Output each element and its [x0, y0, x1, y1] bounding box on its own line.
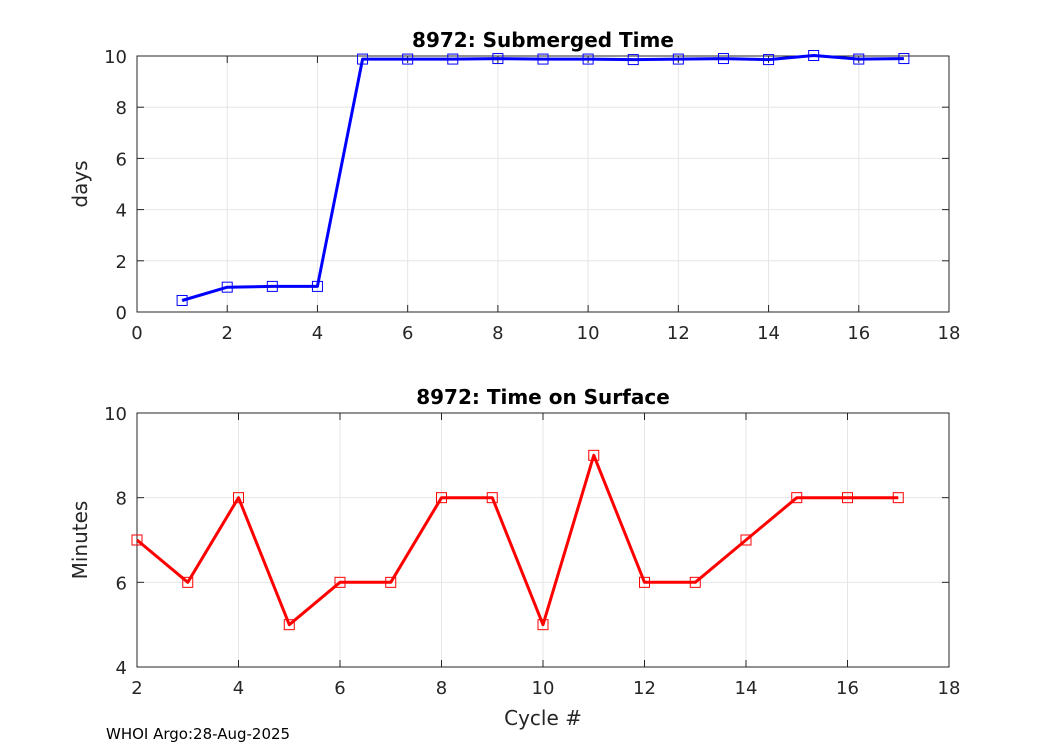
chart-title: 8972: Submerged Time: [412, 28, 674, 52]
chart-1: 0 2 4 6 8 10 12 14 16 18 0 2 4 6 8 10 8972: Submerged Ti…: [68, 28, 960, 344]
chart-title: 8972: Time on Surface: [416, 385, 670, 409]
y-tick-label: 6: [116, 149, 127, 170]
y-axis-label: days: [68, 160, 92, 207]
data-point-marker: [182, 576, 194, 588]
x-tick-label: 18: [938, 323, 961, 344]
y-tick-label: 0: [116, 303, 127, 324]
data-point-marker: [385, 576, 397, 588]
data-point-marker: [537, 619, 549, 631]
x-tick-label: 10: [577, 323, 600, 344]
x-tick-label: 12: [633, 678, 656, 699]
data-point-marker: [627, 54, 639, 66]
x-tick-label: 8: [436, 678, 447, 699]
data-point-marker: [492, 53, 504, 65]
data-point-marker: [311, 280, 323, 292]
x-tick-label: 16: [836, 678, 859, 699]
data-point-marker: [639, 576, 650, 588]
series-line: [181, 54, 904, 302]
data-point-marker: [537, 53, 549, 65]
y-tick-label: 4: [116, 201, 127, 222]
data-point-marker: [233, 492, 244, 504]
y-tick-label: 6: [116, 573, 127, 594]
x-tick-label: 2: [131, 678, 142, 699]
y-tick-label: 10: [104, 47, 127, 68]
x-tick-label: 12: [667, 323, 690, 344]
data-point-marker: [672, 53, 684, 65]
data-point-marker: [486, 492, 498, 504]
data-point-marker: [447, 53, 459, 65]
x-tick-label: 14: [757, 323, 780, 344]
data-point-marker: [717, 53, 729, 65]
data-point-marker: [689, 576, 701, 588]
x-tick-label: 4: [312, 323, 323, 344]
x-tick-label: 4: [233, 678, 244, 699]
plot-area: [137, 56, 949, 312]
y-tick-label: 4: [116, 658, 127, 679]
x-tick-label: 2: [221, 323, 232, 344]
x-tick-label: 8: [492, 323, 503, 344]
data-point-marker: [582, 53, 594, 65]
data-point-marker: [402, 53, 414, 65]
data-point-marker: [436, 492, 447, 504]
data-point-marker: [357, 53, 369, 65]
y-tick-label: 10: [104, 404, 127, 425]
footer-credit: WHOI Argo:28-Aug-2025: [106, 725, 291, 743]
data-point-marker: [588, 449, 600, 461]
data-point-marker: [853, 53, 865, 65]
axes-frame: [136, 55, 950, 313]
data-point-marker: [740, 534, 752, 546]
data-point-marker: [808, 49, 820, 61]
x-tick-label: 14: [735, 678, 758, 699]
data-point-marker: [283, 619, 295, 631]
data-point-marker: [221, 281, 233, 293]
x-tick-label: 6: [402, 323, 413, 344]
data-point-marker: [176, 294, 188, 306]
y-tick-label: 8: [116, 489, 127, 510]
series-line: [136, 453, 899, 627]
y-axis-label: Minutes: [68, 501, 92, 580]
data-point-marker: [266, 280, 278, 292]
x-axis-label: Cycle #: [504, 706, 582, 730]
data-point-marker: [763, 54, 775, 66]
x-tick-label: 6: [334, 678, 345, 699]
data-point-marker: [842, 492, 853, 504]
data-point-marker: [892, 492, 904, 504]
x-tick-label: 18: [938, 678, 961, 699]
data-point-marker: [131, 534, 143, 546]
y-tick-label: 2: [116, 252, 127, 273]
x-tick-label: 16: [847, 323, 870, 344]
data-point-marker: [334, 576, 346, 588]
data-point-marker: [791, 492, 803, 504]
y-tick-label: 8: [116, 98, 127, 119]
x-tick-label: 10: [532, 678, 555, 699]
x-tick-label: 0: [131, 323, 142, 344]
data-point-marker: [898, 53, 910, 65]
